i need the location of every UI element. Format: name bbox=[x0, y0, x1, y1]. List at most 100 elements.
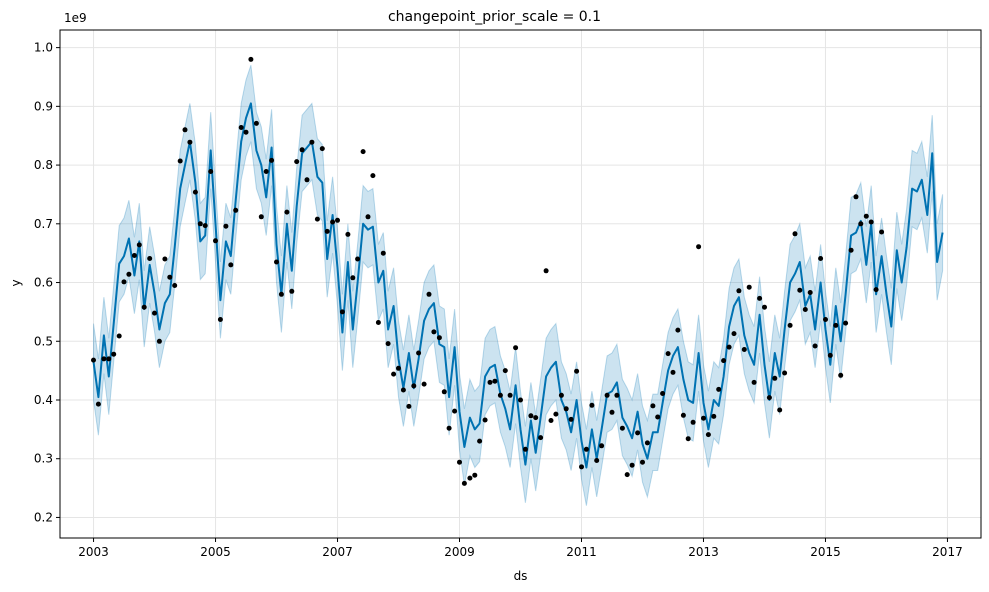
observed-point bbox=[339, 309, 345, 315]
observed-point bbox=[213, 238, 218, 244]
y-tick-label: 0.2 bbox=[34, 510, 53, 524]
observed-point bbox=[131, 253, 137, 258]
observed-point bbox=[446, 425, 452, 431]
observed-point bbox=[614, 392, 620, 398]
observed-point bbox=[182, 127, 188, 133]
observed-point bbox=[400, 387, 406, 393]
observed-point bbox=[655, 414, 661, 420]
observed-point bbox=[106, 356, 112, 362]
y-offset-label: 1e9 bbox=[64, 11, 87, 25]
x-tick-label: 2009 bbox=[444, 545, 475, 559]
x-tick-label: 2017 bbox=[932, 545, 963, 559]
plot-frame bbox=[59, 29, 982, 539]
observed-point bbox=[304, 177, 310, 183]
x-tick-label: 2003 bbox=[78, 545, 109, 559]
x-tick-label: 2007 bbox=[322, 545, 353, 559]
observed-point bbox=[162, 256, 168, 262]
observed-point bbox=[365, 214, 371, 220]
observed-point bbox=[177, 158, 183, 164]
observed-point bbox=[594, 458, 600, 463]
observed-point bbox=[528, 413, 534, 419]
observed-point bbox=[848, 247, 854, 253]
observed-point bbox=[879, 229, 885, 235]
observed-point bbox=[111, 351, 117, 357]
observed-point bbox=[624, 472, 630, 478]
observed-point bbox=[223, 223, 229, 229]
observed-point bbox=[441, 389, 447, 395]
observed-point bbox=[294, 159, 300, 165]
observed-point bbox=[197, 221, 203, 227]
observed-point bbox=[818, 256, 824, 261]
observed-point bbox=[360, 149, 366, 155]
observed-point bbox=[746, 284, 752, 290]
observed-point bbox=[558, 392, 564, 398]
observed-point bbox=[319, 146, 325, 152]
observed-point bbox=[385, 341, 391, 347]
observed-point bbox=[238, 125, 244, 130]
observed-point bbox=[701, 415, 706, 421]
observed-point bbox=[391, 371, 397, 377]
observed-point bbox=[797, 287, 803, 293]
x-tick-label: 2011 bbox=[566, 545, 597, 559]
observed-point bbox=[522, 446, 528, 452]
x-axis: 2003 2005 2007 2009 2011 2013 2015 2017 bbox=[78, 538, 963, 559]
y-tick-label: 0.6 bbox=[34, 276, 53, 290]
observed-point bbox=[751, 379, 757, 385]
observed-point bbox=[101, 356, 107, 362]
observed-point bbox=[873, 287, 879, 293]
observed-point bbox=[843, 320, 849, 326]
observed-point bbox=[802, 307, 808, 312]
observed-point bbox=[650, 403, 656, 409]
observed-point bbox=[172, 283, 178, 288]
observed-point bbox=[619, 425, 625, 431]
observed-point bbox=[258, 214, 264, 220]
observed-point bbox=[167, 274, 173, 280]
observed-point bbox=[95, 401, 101, 407]
observed-point bbox=[370, 173, 376, 179]
observed-point bbox=[477, 438, 483, 444]
grid bbox=[60, 30, 981, 538]
observed-point bbox=[411, 383, 417, 389]
observed-point bbox=[604, 392, 610, 398]
observed-point bbox=[853, 194, 859, 200]
observed-point bbox=[253, 120, 259, 126]
observed-point bbox=[553, 411, 559, 417]
observed-point bbox=[269, 157, 275, 163]
y-tick-label: 0.8 bbox=[34, 158, 53, 172]
observed-point bbox=[436, 335, 442, 341]
observed-point bbox=[278, 291, 284, 297]
observed-point bbox=[589, 402, 595, 408]
observed-point bbox=[263, 169, 269, 174]
observed-point bbox=[380, 250, 386, 256]
observed-point bbox=[147, 256, 153, 261]
observed-point bbox=[670, 369, 676, 375]
observed-point bbox=[502, 368, 508, 374]
x-tick-label: 2005 bbox=[200, 545, 231, 559]
y-tick-label: 0.5 bbox=[34, 334, 53, 348]
observed-point bbox=[609, 409, 615, 415]
observed-point bbox=[472, 472, 478, 478]
observed-point bbox=[461, 480, 467, 486]
observed-point bbox=[217, 317, 223, 322]
y-axis-label: y bbox=[9, 279, 23, 286]
observed-point bbox=[233, 207, 239, 213]
observed-points bbox=[91, 56, 885, 486]
x-axis-label: ds bbox=[514, 569, 528, 583]
observed-point bbox=[635, 430, 641, 436]
interval-band bbox=[93, 65, 944, 506]
observed-point bbox=[858, 221, 864, 227]
observed-point bbox=[807, 290, 813, 295]
observed-point bbox=[518, 397, 523, 403]
observed-point bbox=[330, 219, 336, 225]
observed-point bbox=[274, 259, 279, 265]
observed-point bbox=[868, 219, 874, 225]
observed-point bbox=[823, 317, 828, 322]
observed-point bbox=[187, 139, 193, 145]
y-tick-label: 0.4 bbox=[34, 393, 53, 407]
observed-point bbox=[345, 231, 351, 237]
observed-point bbox=[406, 403, 412, 409]
observed-point bbox=[152, 310, 157, 316]
observed-point bbox=[350, 275, 356, 281]
observed-point bbox=[696, 244, 702, 250]
observed-point bbox=[772, 375, 778, 381]
